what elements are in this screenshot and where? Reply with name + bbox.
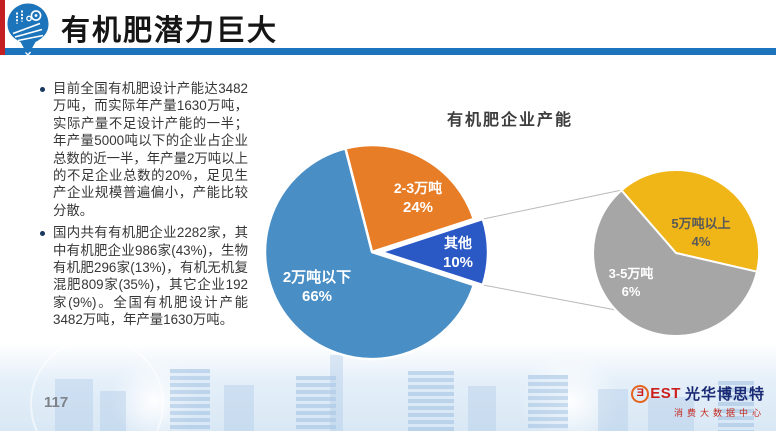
slice-label: 2-3万吨 [394, 180, 442, 196]
slice-label: 其他 [444, 235, 472, 251]
slice-value: 66% [302, 288, 332, 305]
red-accent-bar [0, 0, 5, 55]
pie-slice-2-3wt [344, 143, 476, 254]
pie-slice-other [379, 217, 490, 287]
main-pie: 2-3万吨 24% 其他 10% 2万吨以下 66% [263, 143, 490, 361]
list-item: 目前全国有机肥设计产能达3482万吨，而实际年产量1630万吨，实际产量不足设计… [40, 80, 248, 219]
slice-value: 4% [692, 234, 711, 249]
page-title: 有机肥潜力巨大 [61, 15, 279, 47]
pie-slice-3-5wt [592, 189, 758, 337]
best-b-circle-icon: Ǝ [631, 384, 650, 403]
header-divider [0, 48, 776, 55]
bullet-text: 国内共有有机肥企业2282家，其中有机肥企业986家(43%)，生物有机肥296… [53, 225, 248, 328]
slice-value: 6% [622, 284, 641, 299]
callout-line-bottom [482, 284, 617, 311]
footer-logo: Ǝ EST 光华博思特 消费大数据中心 [631, 383, 765, 419]
pie-slice-under-2wt [263, 147, 476, 361]
bullet-text: 目前全国有机肥设计产能达3482万吨，而实际年产量1630万吨，实际产量不足设计… [53, 81, 248, 218]
brand-name: 光华博思特 [684, 386, 765, 403]
callout-line-top [482, 189, 623, 220]
slice-label: 3-5万吨 [609, 266, 654, 281]
agriculture-pin-icon [6, 2, 50, 59]
page-number: 117 [44, 394, 69, 411]
slice-label: 5万吨以上 [671, 216, 730, 231]
slice-value: 24% [403, 199, 433, 216]
slice-label: 2万吨以下 [283, 268, 351, 286]
best-logo-text: EST [650, 385, 681, 402]
bullet-dot-icon [40, 231, 45, 237]
bullet-dot-icon [40, 87, 45, 92]
pie-slice-5wt-plus [620, 168, 760, 273]
detail-pie: 5万吨以上 4% 3-5万吨 6% [592, 168, 760, 337]
bullet-list: 目前全国有机肥设计产能达3482万吨，而实际年产量1630万吨，实际产量不足设计… [40, 80, 248, 334]
slice-value: 10% [443, 254, 473, 271]
list-item: 国内共有有机肥企业2282家，其中有机肥企业986家(43%)，生物有机肥296… [40, 224, 248, 328]
chart-title: 有机肥企业产能 [446, 112, 573, 129]
brand-subtitle: 消费大数据中心 [673, 408, 765, 418]
